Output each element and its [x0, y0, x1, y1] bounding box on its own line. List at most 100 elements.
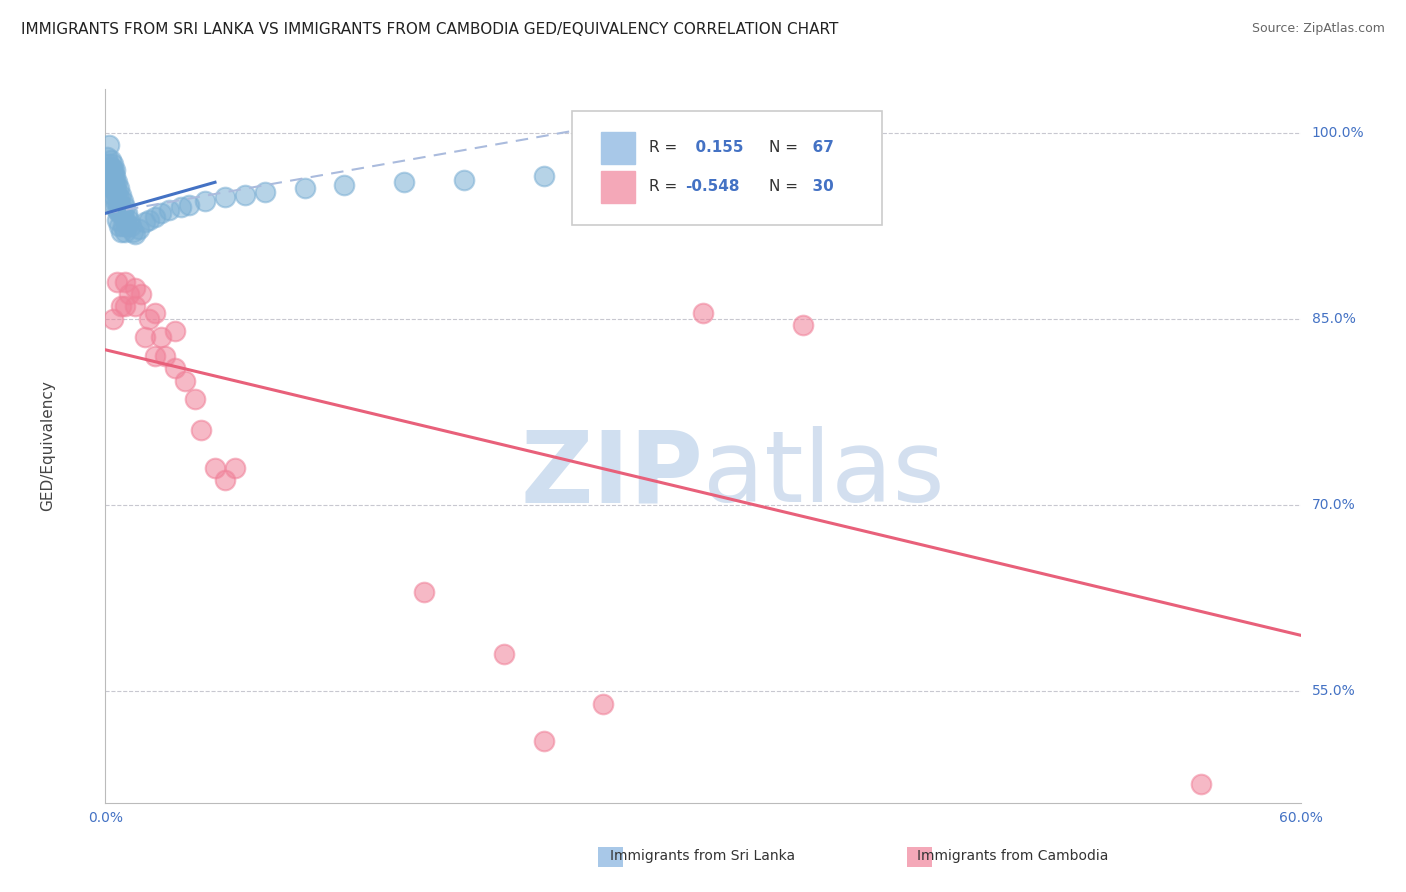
Point [104, 169, 127, 183]
Point [104, 162, 127, 177]
Point [214, 190, 236, 204]
Point [108, 219, 131, 233]
Text: Source: ZipAtlas.com: Source: ZipAtlas.com [1251, 22, 1385, 36]
Point [138, 311, 160, 326]
Point [96, 151, 118, 165]
Point [103, 173, 125, 187]
Point [143, 349, 166, 363]
Point [98, 156, 121, 170]
Point [107, 194, 129, 208]
FancyBboxPatch shape [602, 171, 636, 203]
Point [533, 733, 555, 747]
Point [103, 187, 125, 202]
Point [107, 202, 129, 217]
Point [107, 175, 129, 189]
Text: IMMIGRANTS FROM SRI LANKA VS IMMIGRANTS FROM CAMBODIA GED/EQUIVALENCY CORRELATIO: IMMIGRANTS FROM SRI LANKA VS IMMIGRANTS … [21, 22, 838, 37]
Point [107, 185, 129, 199]
Point [233, 187, 256, 202]
Point [194, 194, 217, 208]
Point [100, 153, 122, 167]
Point [100, 169, 122, 183]
Text: 67: 67 [803, 140, 834, 155]
Point [104, 194, 127, 208]
Point [114, 299, 136, 313]
Point [103, 178, 125, 192]
Point [150, 206, 173, 220]
Point [453, 173, 475, 187]
Text: 100.0%: 100.0% [1312, 126, 1364, 140]
Text: 70.0%: 70.0% [1312, 498, 1355, 512]
Point [492, 647, 515, 661]
Point [108, 206, 131, 220]
Point [110, 187, 132, 202]
Text: R =: R = [650, 179, 678, 194]
Point [112, 219, 135, 233]
Point [792, 318, 814, 332]
Point [143, 305, 166, 319]
Point [612, 165, 634, 179]
Point [118, 287, 141, 301]
Point [98, 138, 121, 153]
Point [107, 212, 129, 227]
Point [104, 178, 127, 192]
Point [98, 165, 121, 179]
Point [108, 190, 131, 204]
Point [120, 219, 142, 233]
Point [150, 330, 173, 344]
Point [392, 175, 416, 189]
Text: -0.548: -0.548 [685, 179, 740, 194]
Point [592, 697, 614, 711]
Point [103, 311, 125, 326]
Point [104, 200, 127, 214]
Text: ZIP: ZIP [520, 426, 703, 523]
Point [138, 212, 160, 227]
Point [253, 185, 276, 199]
Point [129, 287, 153, 301]
Point [117, 206, 139, 220]
Point [134, 330, 156, 344]
Text: atlas: atlas [703, 426, 945, 523]
Point [333, 178, 356, 192]
Point [108, 181, 131, 195]
Point [114, 225, 136, 239]
Point [1189, 777, 1212, 791]
Text: GED/Equivalency: GED/Equivalency [41, 381, 56, 511]
Point [114, 212, 136, 227]
Point [124, 299, 146, 313]
Point [122, 225, 145, 239]
Text: N =: N = [769, 140, 797, 155]
Text: 30: 30 [803, 179, 834, 194]
Point [184, 392, 207, 407]
Point [117, 219, 139, 233]
Point [103, 181, 125, 195]
Point [153, 349, 177, 363]
Text: Immigrants from Cambodia: Immigrants from Cambodia [917, 849, 1108, 863]
Point [413, 584, 436, 599]
Text: N =: N = [769, 179, 797, 194]
Point [104, 175, 127, 189]
Point [692, 305, 714, 319]
Point [114, 275, 136, 289]
FancyBboxPatch shape [571, 111, 883, 225]
Point [128, 222, 150, 236]
Point [170, 200, 193, 214]
Point [294, 181, 316, 195]
Point [177, 197, 201, 211]
Point [103, 165, 125, 179]
Point [204, 460, 226, 475]
Text: R =: R = [650, 140, 678, 155]
Point [118, 212, 141, 227]
Point [112, 194, 135, 208]
Point [100, 161, 122, 175]
Point [165, 361, 187, 376]
Point [100, 181, 122, 195]
FancyBboxPatch shape [602, 132, 636, 164]
Point [143, 210, 166, 224]
Point [100, 175, 122, 189]
Text: 55.0%: 55.0% [1312, 684, 1355, 698]
Point [104, 185, 127, 199]
Text: Immigrants from Sri Lanka: Immigrants from Sri Lanka [610, 849, 796, 863]
Point [107, 275, 129, 289]
Point [110, 225, 132, 239]
Text: 0.155: 0.155 [685, 140, 744, 155]
